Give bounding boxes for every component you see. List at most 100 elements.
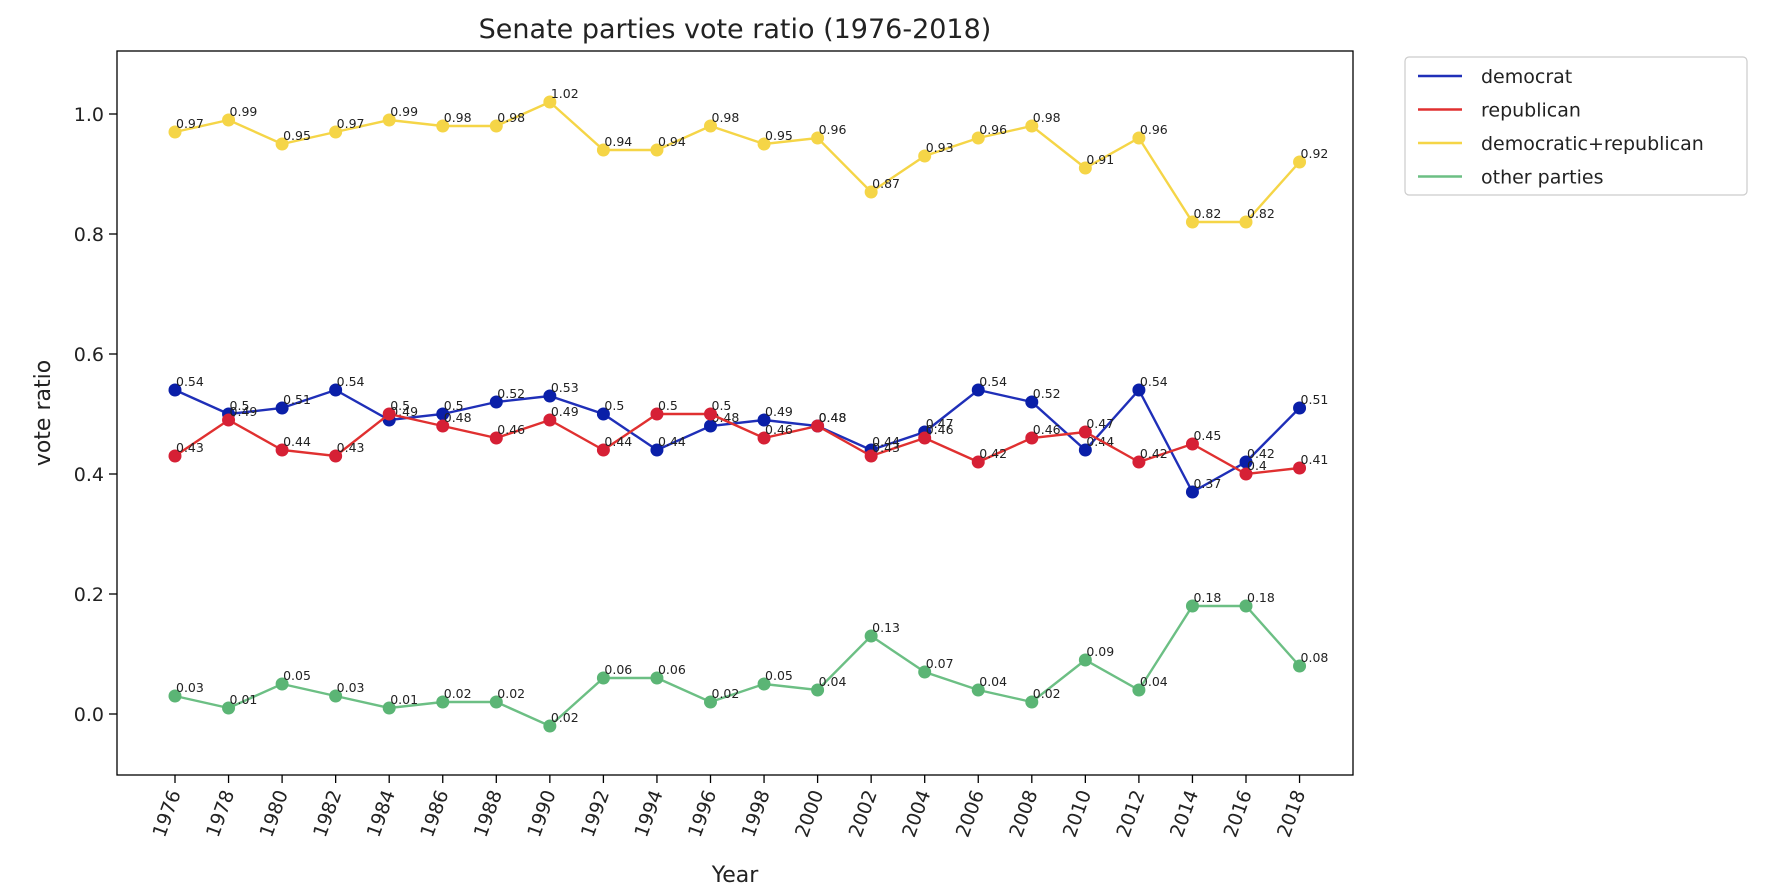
x-tick-label: 2012 [1112,787,1149,840]
data-point [704,695,717,709]
data-point [222,701,236,715]
data-point [596,407,610,421]
data-label: 0.02 [497,686,525,701]
data-point [275,401,289,415]
data-point [1025,695,1039,709]
data-point [1025,431,1039,445]
data-label: 0.42 [979,446,1007,461]
data-point [543,389,557,403]
data-label: 0.96 [819,122,847,137]
data-point [864,629,878,643]
data-label: 0.13 [872,620,900,635]
x-tick-label: 2010 [1059,787,1096,840]
data-point [1293,659,1307,673]
data-point [650,407,664,421]
x-tick-label: 1986 [416,787,453,840]
data-point [436,407,450,421]
plot-area [116,50,1354,776]
data-point [436,119,450,133]
data-label: 0.47 [926,416,954,431]
x-tick-label: 1998 [738,787,775,840]
data-label: 0.52 [497,386,525,401]
data-label: 0.06 [604,662,632,677]
data-label: 0.09 [1086,644,1114,659]
data-label: 0.98 [444,110,472,125]
data-point [222,413,236,427]
data-point [650,443,664,457]
data-label: 0.02 [444,686,472,701]
series-democratic-republican: 0.97 0.99 0.95 0.97 0.99 0.98 0.98 1.02 0.94 0.94… [168,86,1329,229]
data-label: 0.92 [1301,146,1329,161]
data-label: 0.46 [1033,422,1061,437]
data-label: 0.43 [176,440,204,455]
data-point [971,383,985,397]
data-point [596,671,610,685]
x-tick-label: 2016 [1219,787,1256,840]
data-point [1239,467,1253,481]
data-label: 0.96 [979,122,1007,137]
data-label: 0.01 [390,692,418,707]
data-point [704,119,717,133]
data-point [1185,485,1199,499]
data-label: 0.52 [1033,386,1061,401]
data-point [1078,425,1092,439]
data-point [543,95,557,109]
series-layer: 0.540.5 0.510.540.49 0.50.52 0.530.50.440.4… [168,86,1329,733]
x-tick-label: 1990 [523,787,560,840]
data-label: 0.44 [658,434,686,449]
data-label: 0.08 [1301,650,1329,665]
data-point [757,137,771,151]
data-point [1132,455,1146,469]
data-label: 0.97 [337,116,365,131]
series-line [174,100,1301,224]
data-label: 0.05 [283,668,311,683]
data-point [918,149,932,163]
data-label: 0.04 [819,674,847,689]
y-tick-label: 0.6 [74,344,104,366]
data-label: 0.95 [283,128,311,143]
data-point [1185,437,1199,451]
x-tick-label: 1982 [309,787,346,840]
data-point [1078,443,1092,457]
data-label: 0.53 [551,380,579,395]
data-label: 0.07 [926,656,954,671]
legend: democrat republican democratic+republican o… [1404,56,1748,196]
data-point [1025,395,1039,409]
data-point [168,383,182,397]
data-label: 0.44 [872,434,900,449]
x-tick-label: 2002 [845,787,882,840]
x-tick-label: 1984 [363,787,400,840]
data-point [329,449,343,463]
legend-entry: republican [1481,100,1581,122]
data-label: 0.46 [497,422,525,437]
data-label: 0.03 [176,680,204,695]
data-point [168,449,182,463]
data-point [650,671,664,685]
data-point [1025,119,1039,133]
data-label: 0.98 [712,110,740,125]
data-point [1239,215,1253,229]
data-point [275,677,289,691]
x-tick-label: 2008 [1005,787,1042,840]
x-tick-label: 2000 [791,787,828,840]
data-label: 0.18 [1193,590,1221,605]
data-point [436,695,450,709]
data-point [971,131,985,145]
data-point [329,383,343,397]
x-tick-label: 1988 [470,787,507,840]
data-point [757,431,771,445]
x-tick-label: 1976 [148,787,185,840]
data-label: 0.42 [1140,446,1168,461]
data-label: 0.5 [712,398,732,413]
data-label: 0.03 [337,680,365,695]
y-axis-label: vote ratio [31,360,56,466]
x-tick-label: 2018 [1273,787,1310,840]
legend-entry: democratic+republican [1481,133,1704,155]
data-point [596,443,610,457]
data-label: 0.06 [658,662,686,677]
data-point [382,701,396,715]
y-tick-label: 1.0 [74,104,104,126]
data-point [971,683,985,697]
data-label: 0.05 [765,668,793,683]
